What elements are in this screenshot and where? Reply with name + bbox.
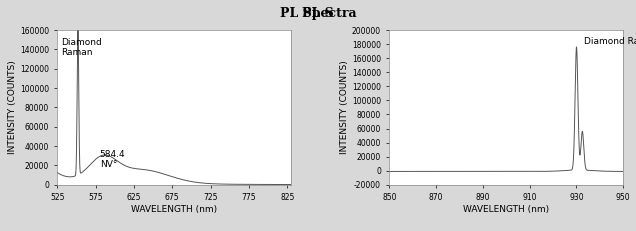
- Text: PL S: PL S: [302, 7, 334, 20]
- Y-axis label: INTENSITY (COUNTS): INTENSITY (COUNTS): [340, 61, 349, 154]
- Y-axis label: INTENSITY (COUNTS): INTENSITY (COUNTS): [8, 61, 17, 154]
- Text: Diamond Raman: Diamond Raman: [583, 37, 636, 46]
- Text: PL Spectra: PL Spectra: [280, 7, 356, 20]
- X-axis label: WAVELENGTH (nm): WAVELENGTH (nm): [463, 205, 550, 214]
- Text: Diamond
Raman: Diamond Raman: [61, 38, 102, 57]
- Text: 584.4
NV°: 584.4 NV°: [100, 150, 125, 169]
- X-axis label: WAVELENGTH (nm): WAVELENGTH (nm): [131, 205, 218, 214]
